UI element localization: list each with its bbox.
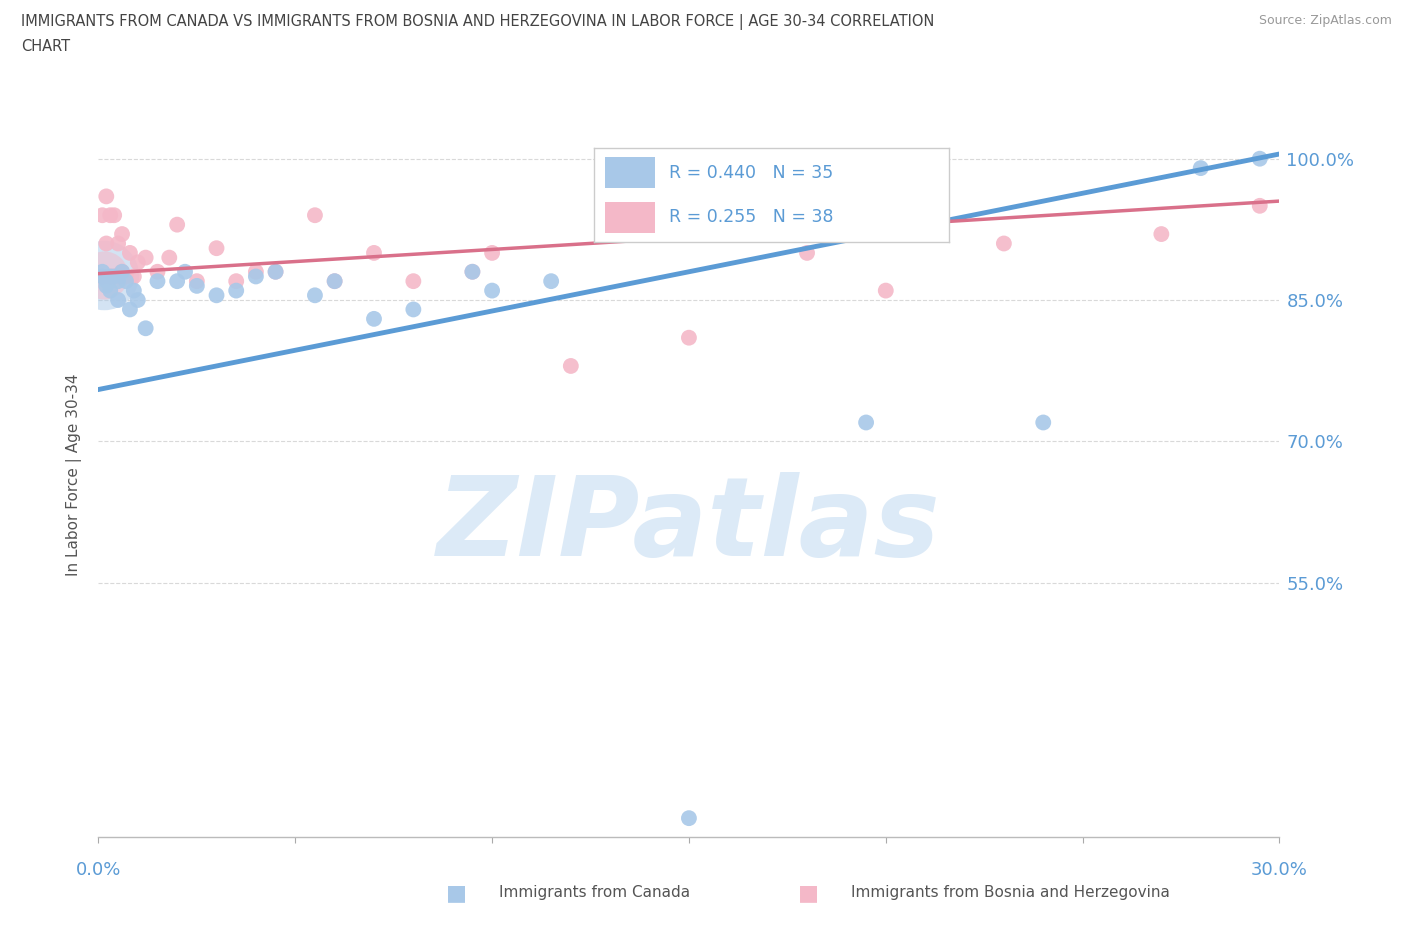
Text: ■: ■: [799, 883, 818, 903]
Point: [107, 269, 129, 284]
Point: [91, 207, 114, 222]
Point: [107, 236, 129, 251]
Point: [875, 283, 897, 298]
Point: [146, 264, 169, 279]
Point: [481, 246, 503, 260]
Point: [96, 236, 118, 251]
Point: [96, 278, 118, 293]
Point: [111, 264, 134, 279]
Point: [103, 269, 125, 284]
Text: Immigrants from Canada: Immigrants from Canada: [499, 885, 690, 900]
Point: [363, 312, 385, 326]
Point: [103, 269, 125, 284]
Point: [157, 250, 180, 265]
Point: [93, 268, 115, 283]
Point: [107, 293, 129, 308]
Point: [304, 288, 326, 303]
Point: [115, 269, 138, 284]
Point: [93, 268, 115, 283]
Point: [1249, 152, 1271, 166]
Point: [111, 264, 134, 279]
Point: [186, 273, 208, 288]
Point: [127, 255, 149, 270]
Point: [540, 273, 562, 288]
Point: [91, 264, 114, 279]
Point: [107, 273, 129, 288]
Point: [855, 415, 877, 430]
Point: [402, 302, 425, 317]
Point: [1249, 198, 1271, 213]
Point: [461, 264, 484, 279]
Point: [98, 283, 121, 298]
Point: [96, 189, 118, 204]
Point: [118, 246, 141, 260]
Point: [111, 227, 134, 242]
Text: CHART: CHART: [21, 39, 70, 54]
Point: [98, 269, 121, 284]
Point: [135, 321, 157, 336]
Point: [560, 359, 582, 374]
Point: [461, 264, 484, 279]
Point: [205, 241, 228, 256]
Point: [363, 246, 385, 260]
Text: Immigrants from Bosnia and Herzegovina: Immigrants from Bosnia and Herzegovina: [851, 885, 1170, 900]
Point: [1032, 415, 1054, 430]
Point: [166, 273, 188, 288]
Point: [323, 273, 346, 288]
Text: R = 0.255   N = 38: R = 0.255 N = 38: [669, 208, 834, 226]
Point: [993, 236, 1015, 251]
Point: [118, 302, 141, 317]
Point: [264, 264, 287, 279]
Text: IMMIGRANTS FROM CANADA VS IMMIGRANTS FROM BOSNIA AND HERZEGOVINA IN LABOR FORCE : IMMIGRANTS FROM CANADA VS IMMIGRANTS FRO…: [21, 14, 935, 30]
Point: [245, 269, 267, 284]
Point: [264, 264, 287, 279]
Point: [115, 273, 138, 288]
Point: [146, 273, 169, 288]
Point: [91, 269, 114, 284]
Bar: [605, 202, 655, 232]
Point: [122, 269, 145, 284]
Bar: [605, 157, 655, 189]
Point: [127, 293, 149, 308]
Point: [103, 207, 125, 222]
Text: 30.0%: 30.0%: [1251, 860, 1308, 879]
Point: [323, 273, 346, 288]
Point: [796, 246, 818, 260]
Point: [98, 269, 121, 284]
Point: [91, 269, 114, 284]
Point: [245, 264, 267, 279]
Point: [135, 250, 157, 265]
Text: 0.0%: 0.0%: [76, 860, 121, 879]
Point: [98, 207, 121, 222]
Y-axis label: In Labor Force | Age 30-34: In Labor Force | Age 30-34: [66, 373, 83, 576]
Point: [402, 273, 425, 288]
Text: ZIPatlas: ZIPatlas: [437, 472, 941, 578]
Point: [122, 283, 145, 298]
Point: [186, 278, 208, 293]
Point: [304, 207, 326, 222]
Point: [225, 283, 247, 298]
Text: R = 0.440   N = 35: R = 0.440 N = 35: [669, 164, 834, 182]
Point: [678, 811, 700, 826]
Point: [1150, 227, 1173, 242]
Point: [481, 283, 503, 298]
Point: [225, 273, 247, 288]
Point: [1189, 161, 1212, 176]
Text: Source: ZipAtlas.com: Source: ZipAtlas.com: [1258, 14, 1392, 27]
Point: [174, 264, 197, 279]
Point: [205, 288, 228, 303]
Point: [96, 273, 118, 288]
Point: [166, 218, 188, 232]
Text: ■: ■: [447, 883, 467, 903]
Point: [678, 330, 700, 345]
